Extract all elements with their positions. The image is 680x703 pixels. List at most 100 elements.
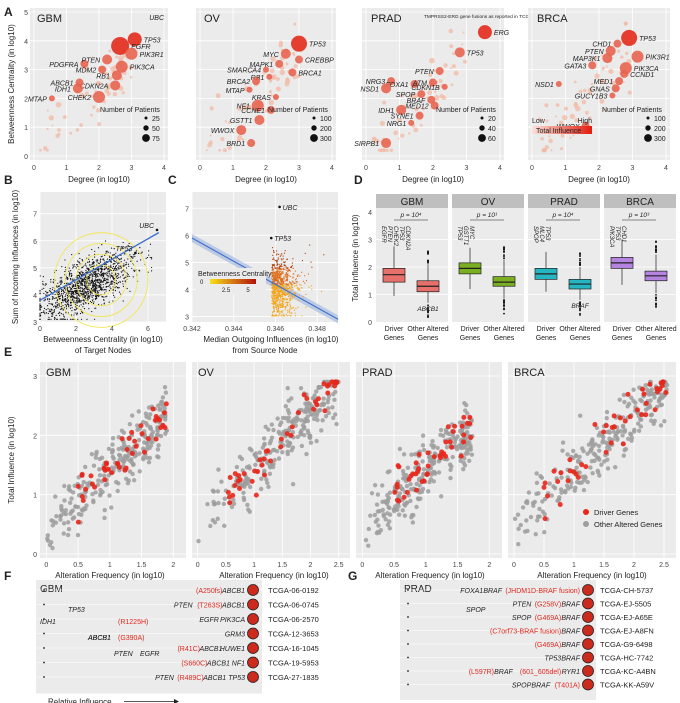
- data-point: [272, 276, 274, 278]
- data-point: [109, 269, 111, 271]
- data-point: [148, 254, 150, 256]
- data-point: [96, 280, 98, 282]
- data-point: [86, 291, 89, 293]
- other-gene-point: [622, 428, 628, 433]
- data-point: [89, 274, 91, 277]
- other-gene-point: [109, 505, 114, 510]
- data-point: [276, 279, 278, 282]
- data-point: [281, 284, 283, 286]
- data-point: [278, 282, 281, 285]
- data-point: [81, 259, 83, 261]
- data-point: [275, 299, 277, 301]
- other-gene-point: [102, 515, 107, 521]
- size-legend-value: 100: [320, 116, 332, 123]
- outlier-point: [427, 259, 429, 262]
- data-point: [288, 314, 290, 316]
- x-axis-title: Relative Influence: [48, 698, 112, 703]
- data-point: [271, 277, 273, 279]
- data-point: [83, 299, 85, 302]
- data-point: [276, 302, 278, 304]
- driver-gene-point: [627, 414, 633, 420]
- color-legend-min: 0: [200, 280, 204, 286]
- data-point: [281, 302, 283, 304]
- other-gene-point: [62, 498, 67, 503]
- data-point: [69, 301, 72, 303]
- gene-point: [555, 115, 558, 118]
- data-point: [54, 302, 57, 304]
- data-point: [64, 259, 66, 261]
- sample-id: TCGA-27-1835: [268, 673, 319, 682]
- data-point: [86, 267, 88, 269]
- x-tick-label: 0.348: [308, 326, 326, 333]
- data-point: [89, 293, 92, 295]
- data-point: [279, 267, 281, 269]
- driver-gene-point: [558, 470, 564, 476]
- data-point: [278, 277, 280, 279]
- data-point: [102, 273, 105, 275]
- data-point: [287, 301, 289, 304]
- x-axis-title: Degree (in log10): [568, 175, 630, 184]
- driver-gene-point: [129, 429, 135, 435]
- data-point: [69, 318, 72, 320]
- driver-gene-point: [261, 456, 267, 462]
- other-gene-point: [547, 481, 552, 486]
- y-tick-label: 6: [185, 233, 189, 240]
- panel-letter-G: G: [348, 569, 357, 583]
- data-point: [151, 258, 153, 260]
- panel-letter-D: D: [354, 173, 363, 187]
- other-gene-point: [375, 529, 380, 535]
- data-point: [151, 266, 153, 269]
- data-point: [74, 312, 76, 314]
- data-point: [84, 276, 86, 278]
- data-point: [70, 302, 72, 304]
- data-point: [72, 293, 74, 295]
- gene-point: [462, 59, 467, 64]
- data-point: [72, 295, 74, 297]
- x-axis-title: Alteration Frequency (in log10): [537, 571, 647, 580]
- data-point: [47, 297, 49, 300]
- data-point: [39, 275, 41, 277]
- other-gene-point: [262, 468, 267, 474]
- data-point: [39, 292, 41, 294]
- data-point: [282, 261, 285, 263]
- data-point: [281, 283, 283, 285]
- data-point: [100, 275, 103, 277]
- data-point: [94, 290, 96, 292]
- data-point: [58, 292, 60, 294]
- data-point: [130, 260, 132, 262]
- data-point: [72, 283, 74, 286]
- data-point: [78, 261, 81, 263]
- other-gene-point: [90, 492, 95, 497]
- other-gene-point: [430, 460, 435, 466]
- gene-point: [574, 118, 579, 123]
- other-gene-point: [290, 445, 296, 450]
- subplot-title: BRCA: [537, 13, 568, 25]
- data-point: [89, 265, 91, 267]
- data-point: [134, 270, 136, 272]
- gene-point: [450, 67, 453, 70]
- other-gene-point: [50, 545, 55, 551]
- data-point: [277, 281, 279, 283]
- x-tick-label: 3: [631, 165, 635, 172]
- other-gene-point: [285, 385, 290, 391]
- data-point: [278, 314, 280, 316]
- data-point: [39, 312, 41, 314]
- y-tick-label: 3: [185, 315, 189, 322]
- data-point: [274, 267, 276, 269]
- data-point: [286, 283, 288, 285]
- data-point: [275, 301, 277, 303]
- other-gene-point: [461, 460, 466, 465]
- data-point: [282, 280, 284, 282]
- data-point: [283, 298, 285, 300]
- data-point: [276, 287, 278, 289]
- other-gene-point: [69, 496, 74, 501]
- other-gene-point: [61, 521, 67, 526]
- data-point: [145, 257, 147, 259]
- data-point: [289, 281, 291, 283]
- data-point: [285, 288, 287, 290]
- data-point: [108, 284, 110, 286]
- data-point: [60, 283, 62, 286]
- driver-gene-point: [579, 462, 585, 468]
- data-point: [73, 287, 75, 290]
- subplot-title: OV: [204, 13, 221, 25]
